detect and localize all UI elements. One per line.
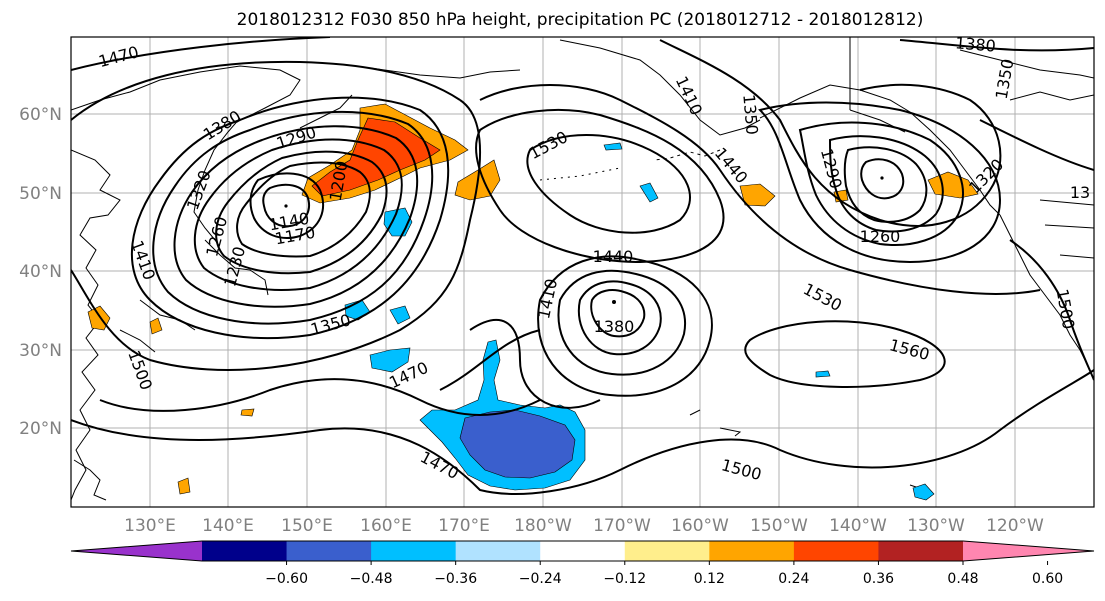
colorbar-swatch-max <box>963 541 1094 561</box>
colorbar-tick-label: −0.36 <box>434 571 477 587</box>
colorbar: −0.60 −0.48 −0.36 −0.24 −0.12 0.12 0.24 0.36 0.4… <box>70 540 1095 587</box>
precip-negative-region <box>912 483 935 501</box>
colorbar-swatch-min <box>71 541 202 561</box>
lat-label: 60°N <box>19 105 62 125</box>
colorbar-swatch <box>878 541 964 561</box>
colorbar-outline <box>70 540 1095 562</box>
colorbar-swatch <box>202 541 288 561</box>
low-center-markers <box>284 176 884 304</box>
colorbar-swatch <box>793 541 879 561</box>
precipitation-shading <box>87 103 979 501</box>
colorbar-swatch <box>624 541 710 561</box>
colorbar-swatch <box>540 541 626 561</box>
height-contours <box>71 37 1094 495</box>
map-title: 2018012312 F030 850 hPa height, precipit… <box>237 10 924 30</box>
lat-label: 40°N <box>19 262 62 282</box>
lon-label: 130°W <box>907 516 965 536</box>
lon-label: 120°W <box>986 516 1044 536</box>
precip-negative-region <box>815 370 831 378</box>
longitude-labels: 130°E 140°E 150°E 160°E 170°E 180°W 170°… <box>124 516 1044 536</box>
precip-negative-region <box>389 305 411 325</box>
precip-positive-region <box>149 317 163 335</box>
contour-label: 1350 <box>739 93 761 135</box>
low-center-marker <box>284 204 288 208</box>
colorbar-tick-label: 0.24 <box>778 571 809 587</box>
lon-label: 160°W <box>671 516 729 536</box>
precip-negative-region <box>369 347 411 373</box>
contour-label: 1380 <box>954 33 996 55</box>
low-center-marker <box>880 176 884 180</box>
colorbar-tick-label: 0.36 <box>863 571 894 587</box>
lon-label: 130°E <box>124 516 176 536</box>
lon-label: 150°E <box>281 516 333 536</box>
lat-label: 30°N <box>19 341 62 361</box>
colorbar-swatch <box>455 541 541 561</box>
lon-label: 140°W <box>829 516 887 536</box>
lon-label: 150°W <box>750 516 808 536</box>
colorbar-swatch <box>371 541 457 561</box>
contour-label: 1380 <box>594 317 635 336</box>
lat-label: 50°N <box>19 184 62 204</box>
colorbar-tick-label: 0.48 <box>947 571 978 587</box>
map-panel: 1470 1380 1290 1320 1140 1170 1260 1230 … <box>70 33 1095 508</box>
lon-label: 180°W <box>514 516 572 536</box>
colorbar-swatch <box>709 541 795 561</box>
lon-label: 170°E <box>438 516 490 536</box>
map-frame <box>70 36 1095 508</box>
colorbar-tick-label: −0.12 <box>603 571 646 587</box>
low-center-marker <box>612 300 616 304</box>
lon-label: 170°W <box>593 516 651 536</box>
colorbar-tick-label: −0.48 <box>350 571 393 587</box>
contour-label: 13 <box>1070 183 1090 202</box>
latitude-labels: 60°N 50°N 40°N 30°N 20°N <box>19 105 62 439</box>
colorbar-tick-label: 0.60 <box>1032 571 1063 587</box>
colorbar-tick-label: −0.24 <box>519 571 562 587</box>
lat-label: 20°N <box>19 419 62 439</box>
precip-strong-negative-region <box>459 409 576 479</box>
contour-label: 1260 <box>860 227 901 246</box>
precip-negative-region <box>603 142 623 151</box>
colorbar-swatch <box>286 541 372 561</box>
precip-negative-region <box>639 182 659 203</box>
colorbar-tick-label: 0.12 <box>694 571 725 587</box>
lon-label: 160°E <box>360 516 412 536</box>
precip-positive-region <box>177 477 191 495</box>
colorbar-tick-label: −0.60 <box>265 571 308 587</box>
precip-positive-region <box>240 408 255 417</box>
lon-label: 140°E <box>202 516 254 536</box>
contour-label: 1440 <box>593 247 634 266</box>
